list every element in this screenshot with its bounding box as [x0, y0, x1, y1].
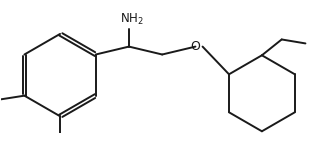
Text: NH$_2$: NH$_2$: [120, 12, 144, 27]
Text: O: O: [190, 40, 200, 53]
